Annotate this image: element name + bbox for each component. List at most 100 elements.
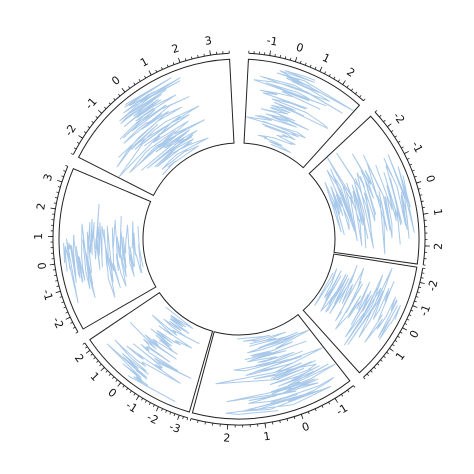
minor-tick [63,306,67,309]
minor-tick [299,60,302,64]
series-line-s5 [107,306,200,402]
minor-tick [61,175,64,178]
minor-tick [279,420,281,424]
tick-label: -1 [40,288,56,302]
tick-label: -1 [334,401,350,418]
major-tick [294,56,298,62]
minor-tick [77,141,80,144]
minor-tick [394,135,397,138]
minor-tick [363,376,366,380]
minor-tick [420,277,424,279]
tick-label: 2 [170,42,181,57]
sector-frame-s5 [89,291,214,413]
minor-tick [289,57,292,61]
minor-tick [390,130,394,133]
minor-tick [186,417,189,421]
series-line-s2 [324,152,415,255]
tick-label: -2 [145,411,161,427]
minor-tick [328,73,331,77]
major-tick [334,398,338,403]
minor-tick [152,404,155,408]
major-tick [404,151,409,155]
minor-tick [172,62,175,65]
minor-tick [141,397,144,401]
minor-tick [161,408,163,411]
minor-tick [105,370,108,373]
minor-tick [347,389,350,393]
sector-s5: -3 -2 -1 012 [72,291,214,436]
series-line-s4 [215,329,336,415]
minor-tick [409,163,413,166]
sector-s4: -1 0 1 2 [189,313,356,445]
major-tick [269,50,271,56]
major-tick [55,290,61,294]
minor-tick [57,186,61,188]
minor-tick [406,157,410,160]
minor-tick [380,359,383,362]
major-tick [65,316,71,320]
major-tick [342,80,346,85]
axis-arc-s3 [363,268,424,378]
minor-tick [161,67,163,70]
sector-frame-s4 [191,313,351,420]
major-tick [78,135,83,139]
minor-tick [61,301,65,304]
minor-tick [337,79,340,82]
major-tick [419,282,425,284]
minor-tick [155,69,158,73]
minor-tick [191,56,193,60]
minor-tick [99,363,102,367]
minor-tick [90,353,93,356]
minor-tick [91,121,94,124]
tick-label: -2 [50,315,66,330]
tick-label: 3 [41,172,56,183]
sector-s3: -2 -1 0 1 [302,253,441,380]
minor-tick [115,379,118,382]
major-tick [412,305,418,308]
series-line-s1 [245,70,354,153]
minor-tick [363,98,366,102]
major-tick [319,66,323,72]
minor-tick [279,55,281,58]
minor-tick [346,85,349,88]
sector-frame-s6 [58,168,157,330]
minor-tick [366,373,370,377]
tick-label: 1 [431,208,445,217]
major-tick [264,423,267,429]
minor-tick [72,326,76,329]
minor-tick [108,102,111,105]
minor-tick [138,78,141,82]
tick-label: 3 [204,34,213,48]
major-tick [416,181,422,184]
minor-tick [307,411,310,415]
minor-tick [392,344,395,347]
minor-tick [56,191,59,193]
major-tick [177,414,180,420]
major-tick [155,406,159,412]
minor-tick [82,342,86,345]
tick-label: 1 [263,430,272,444]
minor-tick [93,357,96,360]
minor-tick [112,376,115,379]
major-tick [57,180,63,183]
minor-tick [309,64,312,68]
minor-tick [353,385,356,388]
tick-label: -2 [390,110,407,127]
tick-label: 0 [294,41,305,56]
sector-frame-s2 [308,115,420,265]
series-line-s7 [116,77,209,178]
tick-label: 0 [105,386,119,400]
major-tick [423,213,429,215]
tick-label: 2 [34,202,48,211]
minor-tick [304,62,307,66]
sector-frame-s7 [77,58,235,197]
minor-tick [374,110,378,113]
major-tick [178,57,181,63]
minor-tick [370,370,373,373]
minor-tick [383,119,386,123]
axis-arc-s1 [248,52,364,102]
minor-tick [59,296,63,298]
minor-tick [355,91,358,95]
minor-tick [415,296,419,298]
